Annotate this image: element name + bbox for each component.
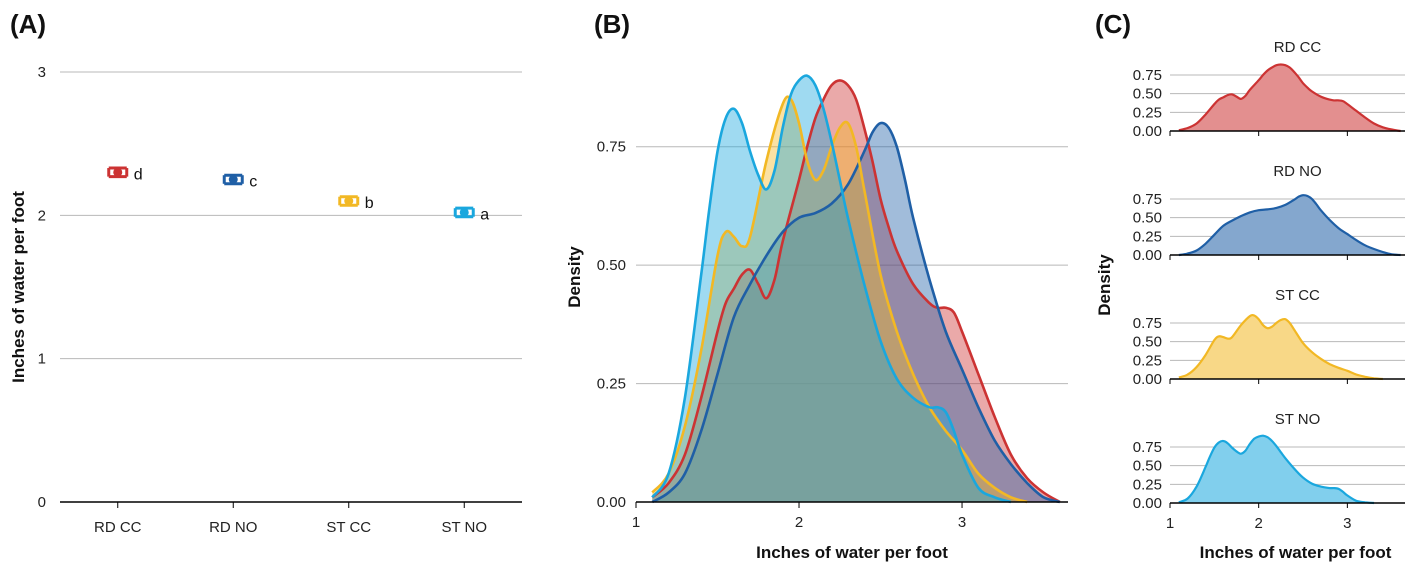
y-tick-label: 3 <box>38 64 46 81</box>
x-axis-title: Inches of water per foot <box>1200 543 1392 562</box>
density-area-st-no <box>652 75 1011 503</box>
x-tick-label: 1 <box>1166 515 1174 532</box>
panel-c-tag: (C) <box>1095 9 1131 39</box>
y-tick-label: 0.75 <box>1133 67 1162 84</box>
y-tick-label: 0.75 <box>1133 191 1162 208</box>
y-tick-label: 0 <box>38 494 46 511</box>
facet-title-rd-cc: RD CC <box>1274 39 1322 56</box>
x-tick-label: RD NO <box>209 519 257 536</box>
y-tick-label: 0.75 <box>597 139 626 156</box>
facet-line-st-cc <box>1178 313 1383 381</box>
panel-a-tag: (A) <box>10 9 46 39</box>
density-line-st-cc <box>651 95 1028 504</box>
density-area-rd-no <box>652 122 1060 503</box>
y-tick-label: 0.25 <box>1133 476 1162 493</box>
y-tick-label: 0.00 <box>1133 371 1162 388</box>
y-tick-label: 0.50 <box>1133 210 1162 227</box>
significance-letter: a <box>480 206 489 223</box>
facet-title-st-no: ST NO <box>1275 411 1321 428</box>
significance-letter: b <box>365 195 374 212</box>
mean-point-st-cc <box>344 196 354 206</box>
facet-title-st-cc: ST CC <box>1275 287 1320 304</box>
facet-area-rd-cc <box>1178 64 1401 131</box>
y-tick-label: 0.25 <box>597 376 626 393</box>
y-tick-label: 0.50 <box>597 257 626 274</box>
facet-line-rd-cc <box>1178 63 1401 133</box>
y-tick-label: 2 <box>38 207 46 224</box>
significance-letter: d <box>134 166 143 183</box>
facet-area-rd-no <box>1178 195 1401 255</box>
mean-point-rd-no <box>228 175 238 184</box>
x-tick-label: 3 <box>1343 515 1351 532</box>
x-tick-label: 3 <box>958 514 966 531</box>
x-tick-label: ST NO <box>441 519 487 536</box>
density-line-st-no <box>651 74 1012 504</box>
x-tick-label: RD CC <box>94 519 142 536</box>
x-tick-label: 2 <box>795 514 803 531</box>
y-tick-label: 0.50 <box>1133 334 1162 351</box>
y-axis-title: Inches of water per foot <box>9 191 28 383</box>
x-tick-label: 2 <box>1255 515 1263 532</box>
y-tick-label: 0.50 <box>1133 86 1162 103</box>
y-tick-label: 0.25 <box>1133 352 1162 369</box>
y-tick-label: 0.50 <box>1133 458 1162 475</box>
y-tick-label: 0.25 <box>1133 228 1162 245</box>
facet-title-rd-no: RD NO <box>1273 163 1321 180</box>
facet-line-st-no <box>1178 434 1375 505</box>
density-area-st-cc <box>652 96 1028 503</box>
y-tick-label: 0.00 <box>1133 123 1162 140</box>
y-tick-label: 1 <box>38 351 46 368</box>
facet-area-st-no <box>1178 435 1374 503</box>
density-line-rd-cc <box>651 79 1061 504</box>
facet-line-rd-no <box>1178 194 1401 257</box>
mean-point-rd-cc <box>113 167 123 177</box>
y-tick-label: 0.00 <box>1133 495 1162 512</box>
y-tick-label: 0.00 <box>1133 247 1162 264</box>
y-tick-label: 0.00 <box>597 494 626 511</box>
y-tick-label: 0.25 <box>1133 104 1162 121</box>
panel-a: (A) 0 1 2 3 Inches of water per foot RD CC d RD … <box>9 9 522 536</box>
density-area-rd-cc <box>652 80 1060 503</box>
density-line-rd-no <box>651 121 1061 504</box>
x-axis-title: Inches of water per foot <box>756 543 948 562</box>
significance-letter: c <box>249 174 257 191</box>
x-tick-label: 1 <box>632 514 640 531</box>
x-tick-label: ST CC <box>326 519 371 536</box>
panel-b: (B) 0.00 0.25 0.50 0.75 1 2 3 Inches of water pe… <box>565 9 1068 562</box>
panel-b-tag: (B) <box>594 9 630 39</box>
y-axis-title: Density <box>565 246 584 308</box>
mean-point-st-no <box>459 207 469 217</box>
facet-area-st-cc <box>1178 315 1383 379</box>
y-tick-label: 0.75 <box>1133 315 1162 332</box>
y-axis-title: Density <box>1095 254 1114 316</box>
y-tick-label: 0.75 <box>1133 439 1162 456</box>
